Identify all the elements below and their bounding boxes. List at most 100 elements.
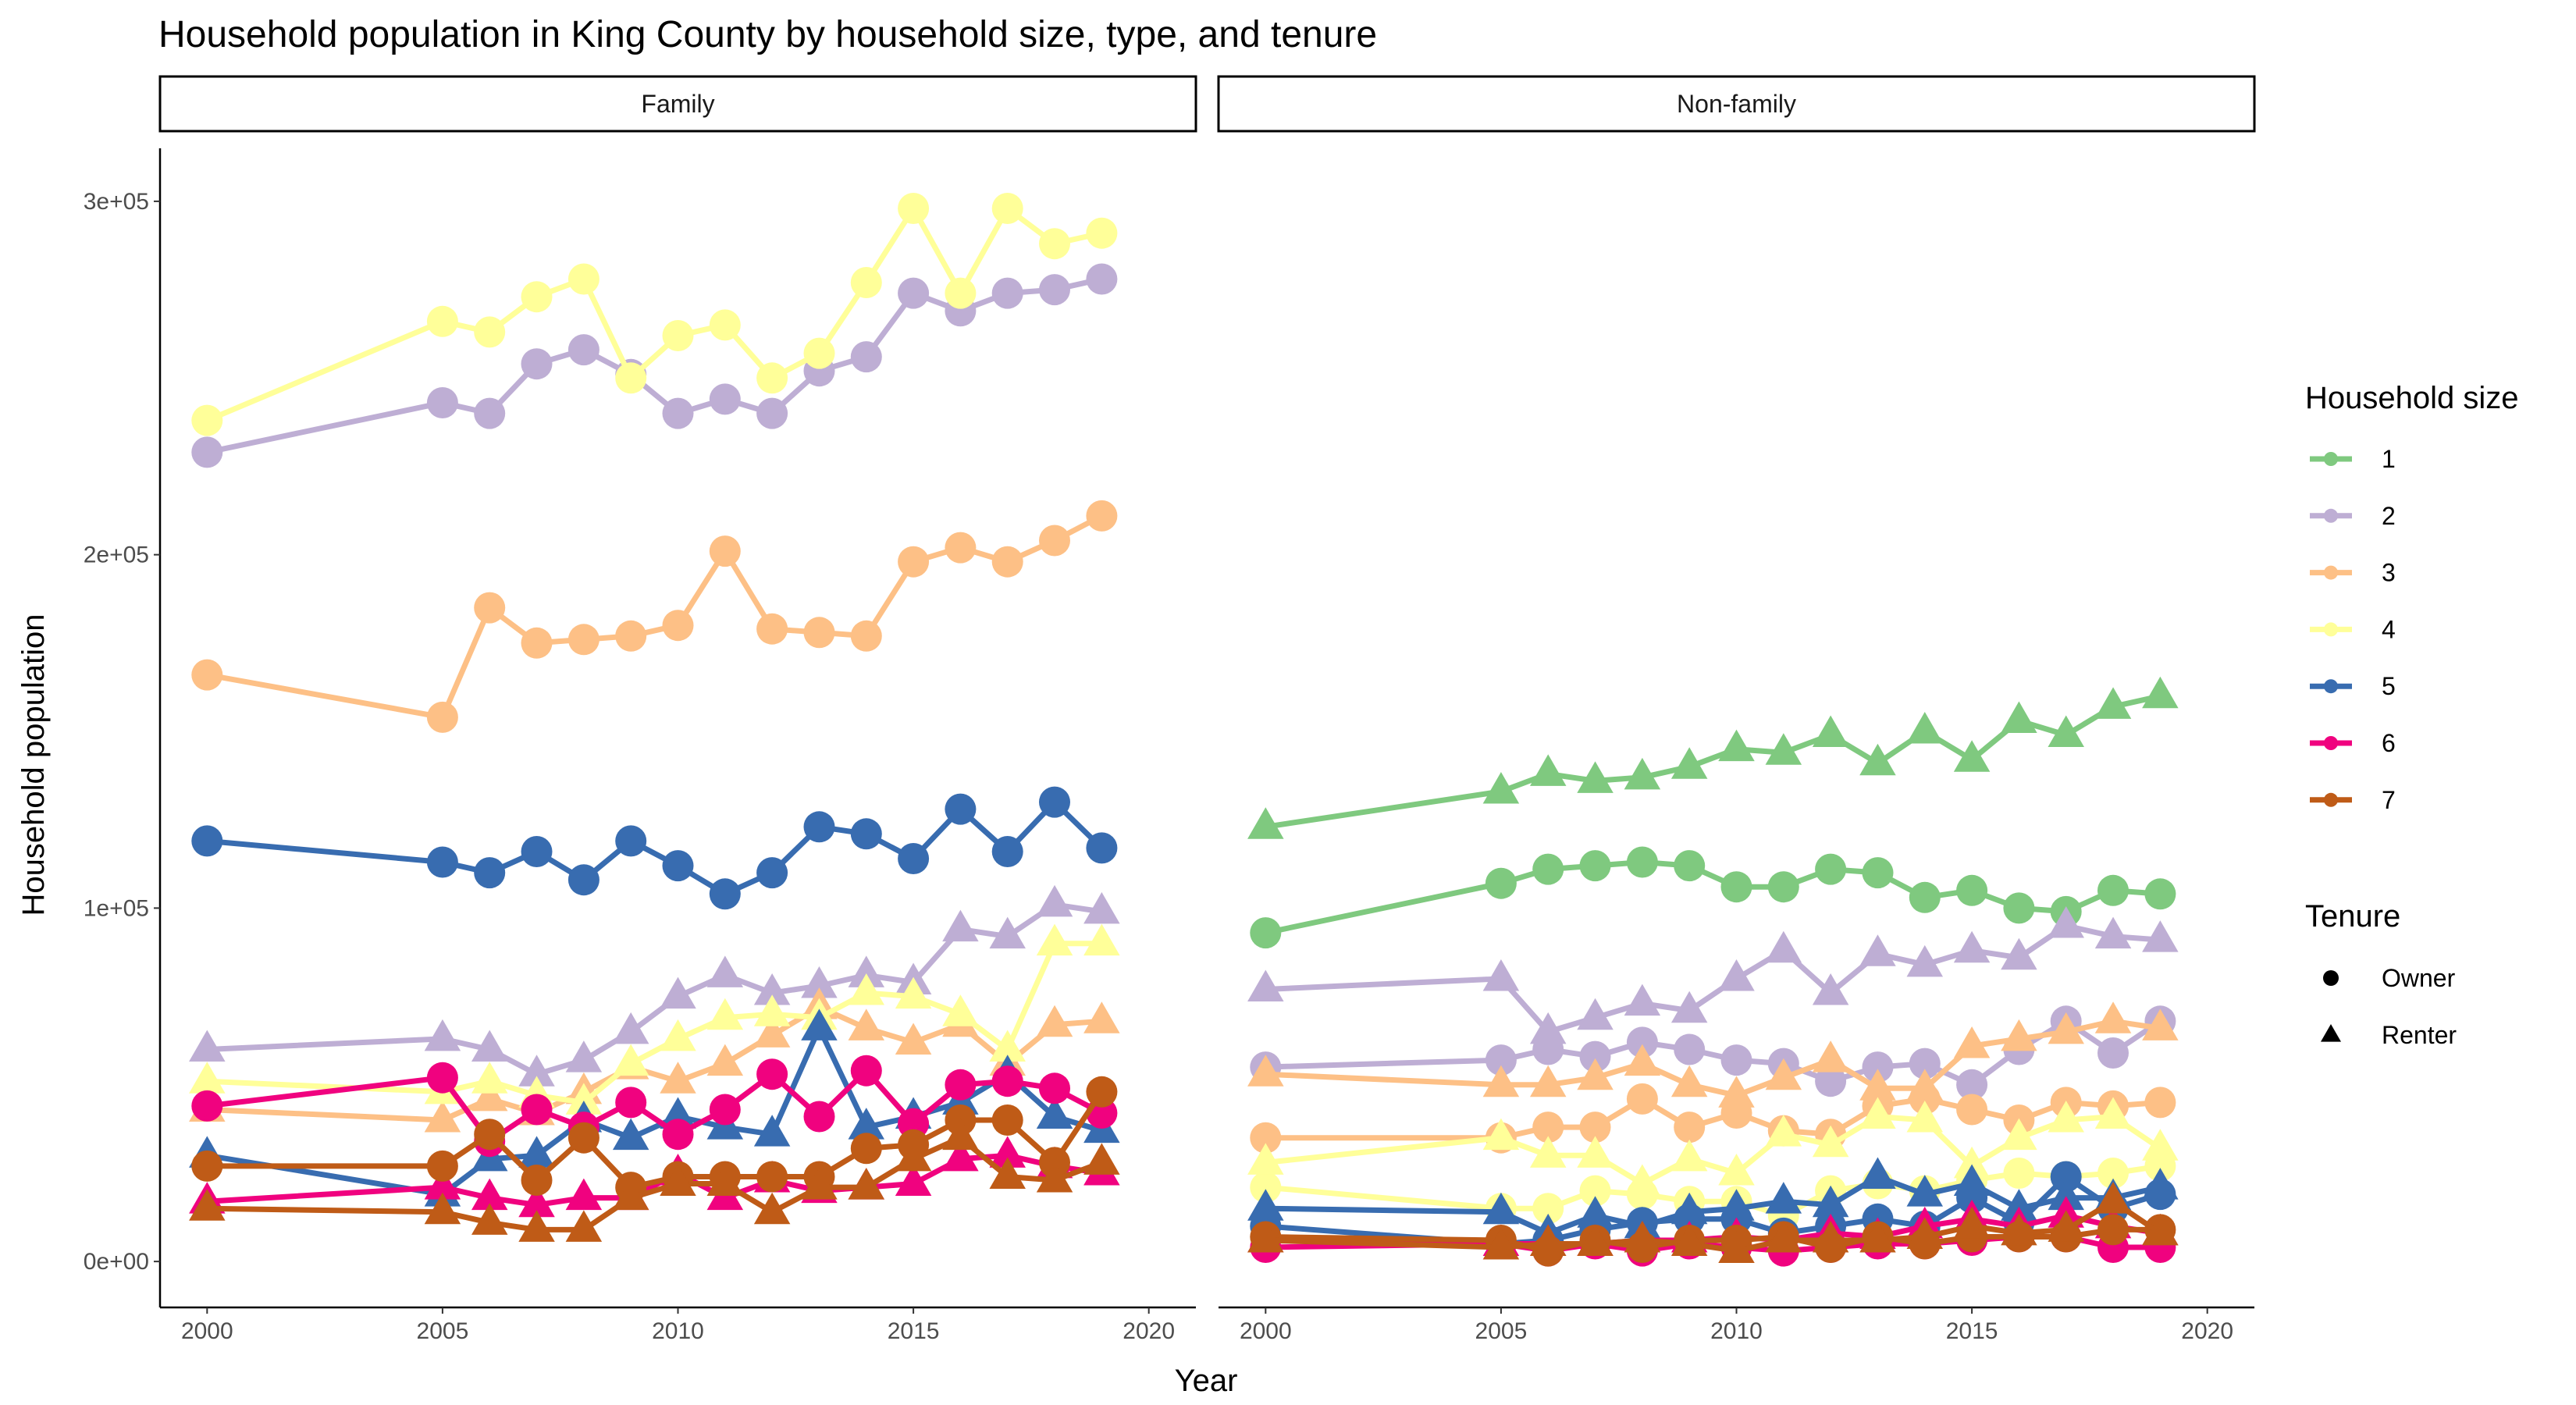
data-point-renter bbox=[1670, 991, 1708, 1023]
data-point-owner bbox=[662, 397, 694, 429]
data-point-renter bbox=[518, 1210, 555, 1242]
data-point-renter bbox=[848, 1168, 885, 1200]
legend: Household size 1 2 3 4 5 6 7 Tenure Owner Renter bbox=[2305, 381, 2519, 1049]
series-size-2-owner bbox=[191, 263, 1118, 468]
data-point-renter bbox=[2142, 1213, 2179, 1246]
legend-label: 1 bbox=[2382, 445, 2396, 473]
data-point-renter bbox=[1859, 743, 1896, 776]
data-point-owner bbox=[850, 267, 882, 298]
series-size-3-owner bbox=[191, 500, 1118, 733]
data-point-renter bbox=[471, 1030, 508, 1062]
data-point-owner bbox=[945, 1069, 977, 1101]
data-point-renter bbox=[1906, 1101, 1944, 1133]
data-point-renter bbox=[1624, 1220, 1661, 1253]
data-point-renter bbox=[1482, 1228, 1520, 1260]
series-size-3-renter bbox=[189, 987, 1120, 1133]
legend-item-size-6: 6 bbox=[2310, 729, 2396, 757]
data-point-renter bbox=[424, 1101, 461, 1133]
data-point-renter bbox=[2094, 1097, 2132, 1129]
data-point-renter bbox=[471, 1079, 508, 1112]
x-tick-label: 2020 bbox=[1123, 1318, 1175, 1344]
series-size-4-owner bbox=[191, 193, 1118, 436]
series-size-4-renter bbox=[1247, 1097, 2179, 1197]
data-point-owner bbox=[521, 1165, 553, 1196]
data-point-owner bbox=[991, 193, 1023, 224]
data-point-renter bbox=[2142, 676, 2179, 709]
data-point-owner bbox=[662, 850, 694, 882]
data-point-renter bbox=[989, 1157, 1026, 1189]
data-point-renter bbox=[848, 973, 885, 1005]
series-line bbox=[204, 902, 1105, 1077]
data-point-owner bbox=[521, 281, 553, 313]
data-point-renter bbox=[2094, 1001, 2132, 1033]
data-point-renter bbox=[1083, 923, 1120, 956]
legend-item-size-7: 7 bbox=[2310, 786, 2396, 814]
data-point-renter bbox=[2048, 906, 2084, 938]
data-point-owner bbox=[191, 825, 223, 857]
data-point-renter bbox=[1036, 884, 1073, 917]
data-point-renter bbox=[1812, 1040, 1849, 1072]
data-point-owner bbox=[991, 277, 1023, 309]
data-point-renter bbox=[753, 1192, 791, 1225]
legend-item-size-2: 2 bbox=[2310, 502, 2396, 530]
data-point-owner bbox=[1579, 1112, 1611, 1144]
data-point-owner bbox=[474, 397, 506, 429]
data-point-owner bbox=[1626, 846, 1658, 878]
data-point-owner bbox=[191, 1150, 223, 1182]
data-point-renter bbox=[1529, 1136, 1567, 1168]
data-point-renter bbox=[612, 1012, 649, 1044]
data-point-renter bbox=[1577, 1224, 1614, 1257]
y-tick-label: 2e+05 bbox=[84, 542, 149, 568]
series-line bbox=[204, 799, 1105, 897]
data-point-renter bbox=[1577, 1196, 1614, 1228]
legend-item-size-5: 5 bbox=[2310, 672, 2396, 700]
data-point-owner bbox=[521, 836, 553, 867]
y-tick-label: 0e+00 bbox=[84, 1249, 149, 1275]
data-point-renter bbox=[1859, 1097, 1896, 1129]
data-point-renter bbox=[660, 1019, 696, 1051]
legend-item-size-3: 3 bbox=[2310, 559, 2396, 587]
data-point-renter bbox=[1765, 1220, 1802, 1253]
legend-tenure-title: Tenure bbox=[2305, 899, 2400, 934]
data-point-owner bbox=[426, 1062, 458, 1094]
series-line bbox=[204, 1089, 1105, 1190]
data-point-owner bbox=[1039, 786, 1070, 818]
data-point-renter bbox=[189, 1189, 226, 1221]
data-point-owner bbox=[1626, 1026, 1658, 1058]
data-point-owner bbox=[1956, 1069, 1988, 1101]
data-point-owner bbox=[1956, 874, 1988, 906]
legend-label: 6 bbox=[2382, 729, 2396, 757]
data-point-renter bbox=[518, 1055, 555, 1087]
data-point-owner bbox=[1039, 1072, 1070, 1104]
data-point-owner bbox=[1674, 1112, 1706, 1144]
data-point-renter bbox=[660, 1164, 696, 1197]
data-point-owner bbox=[898, 277, 930, 309]
data-point-owner bbox=[1720, 871, 1752, 903]
data-point-owner bbox=[2097, 1037, 2129, 1069]
data-point-owner bbox=[1815, 853, 1847, 885]
data-point-owner bbox=[474, 1119, 506, 1151]
data-point-renter bbox=[848, 1108, 885, 1140]
data-point-owner bbox=[1250, 1172, 1282, 1204]
data-point-renter bbox=[2142, 1129, 2179, 1161]
data-point-owner bbox=[1579, 850, 1611, 882]
data-point-owner bbox=[709, 1094, 741, 1126]
data-point-owner bbox=[1086, 217, 1118, 249]
data-point-owner bbox=[850, 620, 882, 652]
data-point-renter bbox=[2094, 1182, 2132, 1214]
series-size-1-owner bbox=[1250, 846, 2176, 949]
data-point-renter bbox=[1765, 1058, 1802, 1090]
data-point-owner bbox=[898, 843, 930, 874]
data-point-renter bbox=[989, 916, 1026, 949]
series-size-7-renter bbox=[189, 1118, 1120, 1242]
series-line bbox=[1262, 1096, 2163, 1141]
data-point-renter bbox=[2001, 937, 2037, 970]
data-point-renter bbox=[660, 976, 696, 1009]
data-point-renter bbox=[801, 966, 838, 998]
x-tick-label: 2005 bbox=[417, 1318, 469, 1344]
data-point-renter bbox=[1577, 1058, 1614, 1090]
data-point-renter bbox=[2048, 1101, 2084, 1133]
data-point-owner bbox=[474, 592, 506, 624]
series-line bbox=[1262, 1114, 2163, 1186]
data-point-owner bbox=[709, 535, 741, 567]
